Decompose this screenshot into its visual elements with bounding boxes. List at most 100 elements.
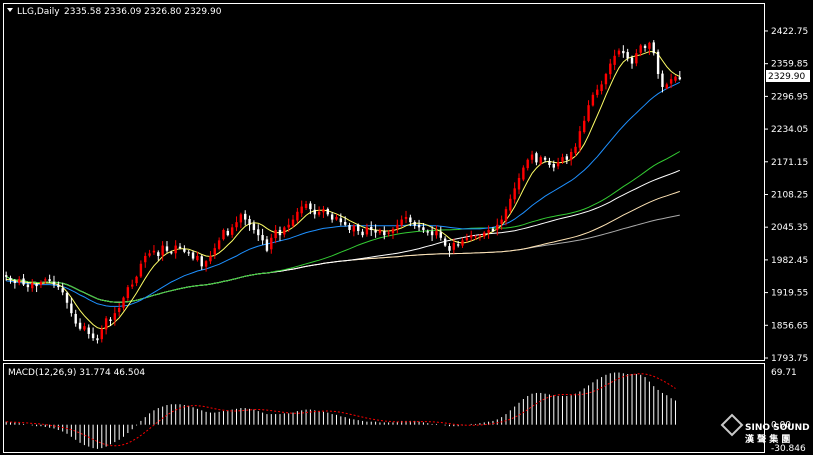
candle [204, 260, 208, 272]
candle [248, 215, 251, 231]
candle-body [561, 157, 564, 162]
candle-body [148, 253, 151, 256]
candle [74, 309, 77, 327]
candle [543, 156, 547, 163]
candle [117, 303, 121, 317]
candle [52, 275, 56, 288]
candle-body [522, 167, 525, 180]
candle [70, 297, 73, 317]
candle [569, 148, 573, 166]
candle [609, 58, 612, 80]
candle [13, 278, 17, 289]
candle-body [57, 285, 60, 288]
candle [556, 157, 560, 170]
candle-body [678, 77, 682, 80]
candle [304, 200, 308, 211]
candle-body [587, 105, 590, 121]
candle [61, 283, 64, 296]
candle [35, 282, 38, 293]
candle-body [665, 84, 668, 89]
candle [565, 153, 569, 165]
y-tick-label: 2296.95 [771, 92, 808, 102]
candle-body [109, 319, 112, 321]
candle-body [391, 228, 395, 234]
candle-body [509, 198, 512, 211]
candle-body [61, 288, 64, 293]
dropdown-triangle-icon[interactable] [7, 8, 13, 12]
candle [343, 216, 347, 227]
candle-body [244, 213, 247, 220]
candle [404, 210, 408, 224]
candle-body [165, 246, 169, 251]
candle-body [157, 252, 160, 256]
candle [552, 160, 555, 172]
candle [530, 150, 534, 164]
candle [526, 158, 529, 171]
candle [430, 226, 434, 242]
candle-body [513, 188, 516, 200]
candle [300, 200, 303, 217]
candle [365, 223, 369, 237]
candle [483, 231, 486, 240]
candle-body [496, 224, 499, 230]
candle [213, 243, 216, 259]
candle [630, 55, 634, 69]
candle [26, 282, 30, 292]
candle [239, 212, 243, 229]
candle-body [96, 338, 99, 341]
candle-body [74, 313, 77, 324]
ma-fast-line [6, 51, 681, 330]
candle [470, 230, 473, 242]
candle-body [35, 284, 38, 287]
y-tick-label: 2422.75 [771, 27, 808, 37]
candle [22, 274, 25, 286]
macd-tick-label: 69.71 [771, 368, 797, 378]
candle-body [539, 157, 542, 164]
candle [261, 228, 264, 245]
candle-body [174, 245, 177, 254]
candle-body [335, 216, 338, 220]
candle [165, 241, 169, 253]
candle-body [91, 333, 95, 339]
candle [678, 71, 682, 81]
candle-body [261, 235, 264, 241]
candle-body [287, 224, 290, 228]
candle-body [343, 222, 347, 225]
candle [157, 250, 160, 261]
candle-body [196, 255, 199, 261]
candle-body [39, 281, 43, 285]
candle-body [648, 42, 651, 49]
candle-body [87, 327, 90, 334]
candle-body [396, 224, 399, 229]
candle-body [374, 230, 377, 233]
candle [230, 224, 234, 238]
candle [235, 216, 238, 232]
candle-body [4, 275, 8, 277]
candle-body [578, 131, 582, 148]
candle [665, 82, 668, 90]
candle [226, 228, 230, 237]
candle-body [517, 177, 521, 190]
candle [391, 227, 395, 239]
candle-body [300, 206, 303, 214]
candle-body [600, 84, 603, 92]
candle [357, 223, 360, 235]
candle [222, 228, 225, 241]
candle [583, 115, 586, 134]
candle-body [322, 209, 325, 213]
candle [461, 237, 464, 248]
candle [443, 236, 447, 247]
candle [270, 233, 273, 254]
candle [257, 224, 260, 241]
candle-body [609, 63, 612, 75]
candle-body [131, 284, 134, 287]
candle [122, 296, 125, 311]
candle [439, 226, 442, 241]
candle [613, 49, 616, 71]
candle [509, 194, 512, 214]
candle-body [213, 248, 216, 255]
candle [370, 221, 373, 236]
candles [4, 40, 682, 344]
candle-body [257, 229, 260, 236]
